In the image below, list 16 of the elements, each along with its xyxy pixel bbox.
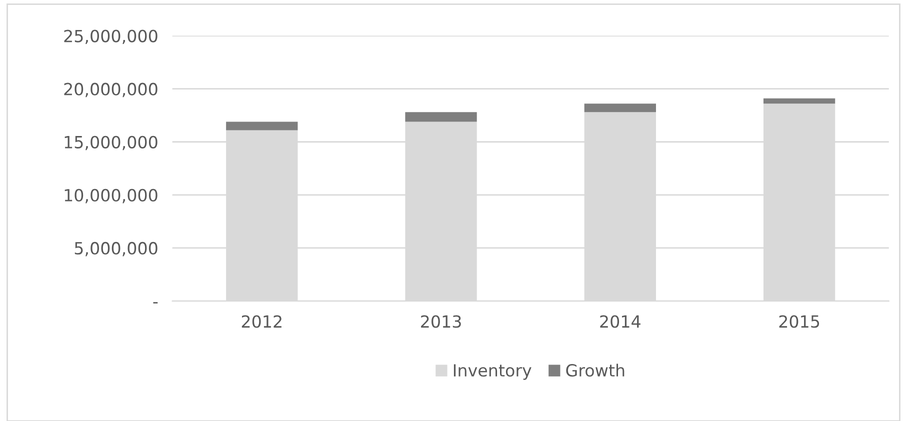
y-tick-label: 15,000,000 <box>64 136 158 150</box>
legend-label: Growth <box>566 364 624 377</box>
y-tick-label: 5,000,000 <box>74 242 158 256</box>
bar <box>226 122 298 130</box>
y-tick-label: 20,000,000 <box>64 82 158 98</box>
bar <box>763 98 836 104</box>
legend-label: Inventory <box>454 364 532 380</box>
y-tick-label: - <box>153 302 158 304</box>
bar <box>584 104 656 112</box>
x-tick-label: 2012 <box>242 315 282 328</box>
y-tick-label: 25,000,000 <box>64 30 158 44</box>
bar <box>405 112 477 122</box>
x-tick-label: 2015 <box>779 315 820 328</box>
x-tick-label: 2014 <box>600 315 640 328</box>
x-tick-label: 2013 <box>421 315 461 328</box>
y-tick-label: 10,000,000 <box>64 188 158 204</box>
